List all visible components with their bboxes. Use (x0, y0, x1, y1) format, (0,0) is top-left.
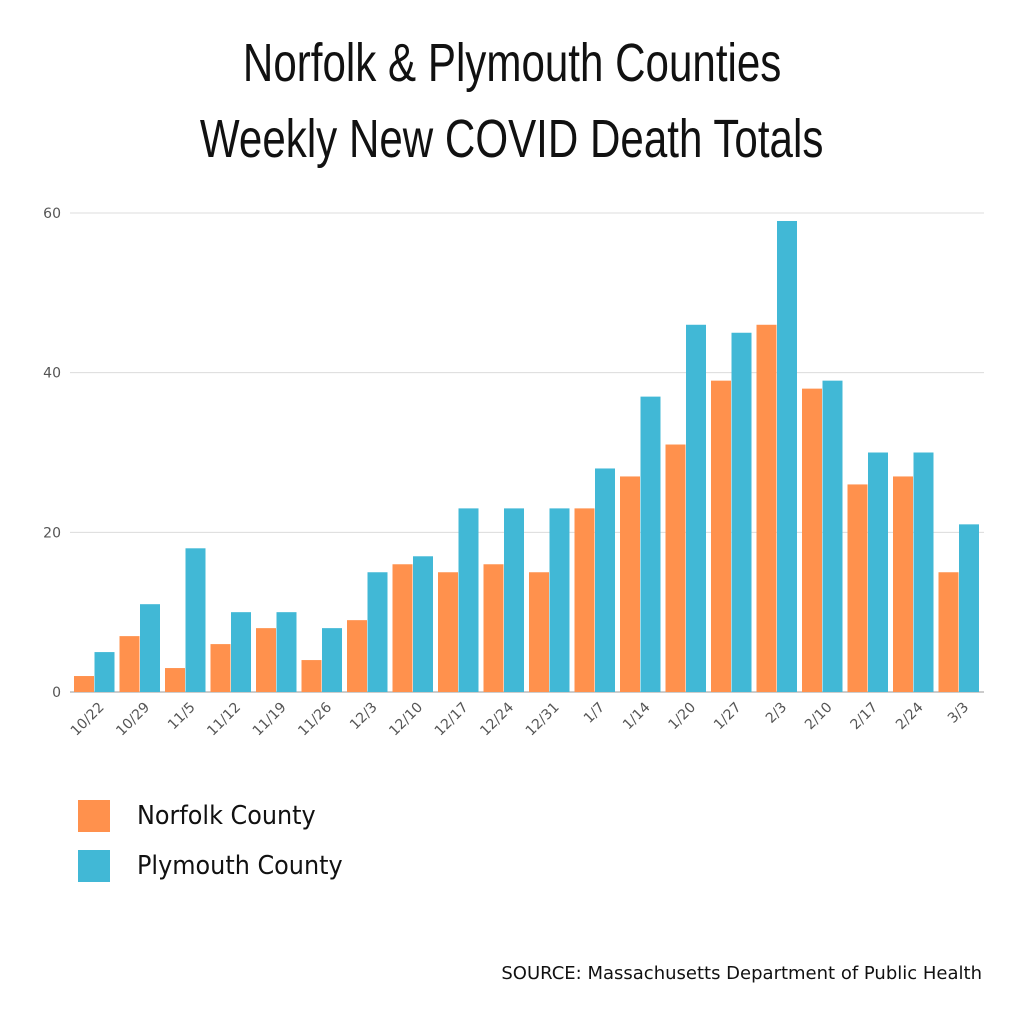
chart-title-line-1: Norfolk & Plymouth Counties (0, 32, 1024, 94)
y-tick-label: 20 (43, 525, 61, 541)
bar-norfolk-county (347, 620, 367, 692)
x-tick-label: 2/10 (802, 700, 836, 734)
bar-plymouth-county (731, 332, 752, 692)
x-tick-label: 2/3 (763, 700, 790, 727)
x-tick-label: 12/24 (477, 699, 517, 739)
bar-plymouth-county (140, 604, 160, 692)
bar-plymouth-county (504, 508, 524, 692)
x-tick-label: 10/22 (68, 700, 108, 740)
y-tick-label: 60 (43, 206, 61, 222)
bar-norfolk-county (483, 564, 504, 692)
x-tick-label: 11/5 (165, 700, 199, 734)
bar-plymouth-county (322, 628, 342, 692)
bar-plymouth-county (276, 612, 297, 692)
bar-norfolk-county (893, 476, 913, 692)
bar-plymouth-county (549, 508, 570, 692)
y-tick-label: 0 (52, 685, 61, 701)
x-tick-label: 12/31 (523, 700, 563, 740)
bar-norfolk-county (165, 668, 185, 692)
bar-plymouth-county (94, 652, 115, 692)
x-tick-label: 11/26 (295, 699, 335, 739)
bar-norfolk-county (756, 324, 777, 692)
legend-label-plymouth: Plymouth County (137, 851, 343, 881)
bar-plymouth-county (686, 324, 706, 692)
legend-label-norfolk: Norfolk County (137, 801, 316, 831)
source-note: SOURCE: Massachusetts Department of Publ… (501, 963, 982, 984)
bar-norfolk-county (256, 628, 276, 692)
legend-swatch-norfolk (78, 800, 110, 832)
bar-plymouth-county (868, 452, 888, 692)
x-tick-label: 12/3 (347, 700, 381, 734)
bar-plymouth-county (458, 508, 479, 692)
legend-item-plymouth: Plymouth County (78, 850, 361, 882)
bar-plymouth-county (367, 572, 388, 692)
bar-plymouth-county (777, 220, 797, 692)
bar-chart: 0 20 40 60 10/22 10/29 11/5 11/12 11/19 11/26 12/3… (43, 206, 984, 740)
bar-norfolk-county (802, 388, 822, 692)
bar-norfolk-county (301, 660, 322, 692)
x-tick-label: 1/27 (711, 700, 745, 734)
bar-norfolk-county (392, 564, 413, 692)
x-tick-label: 2/17 (848, 700, 882, 734)
bar-plymouth-county (959, 524, 979, 692)
bar-norfolk-county (711, 380, 731, 692)
bar-norfolk-county (938, 572, 959, 692)
bar-norfolk-county (620, 476, 640, 692)
x-tick-label: 2/24 (893, 699, 927, 733)
bar-norfolk-county (529, 572, 549, 692)
bar-plymouth-county (231, 612, 251, 692)
bar-norfolk-county (74, 676, 94, 692)
bar-norfolk-county (438, 572, 458, 692)
x-tick-label: 1/7 (581, 700, 608, 727)
bar-norfolk-county (665, 444, 686, 692)
x-tick-label: 1/20 (666, 700, 700, 734)
chart-title-line-2: Weekly New COVID Death Totals (0, 108, 1024, 170)
bar-plymouth-county (913, 452, 934, 692)
bar-norfolk-county (119, 636, 140, 692)
x-tick-label: 1/14 (620, 699, 654, 733)
y-tick-label: 40 (43, 366, 61, 382)
bar-norfolk-county (210, 644, 231, 692)
bar-plymouth-county (640, 396, 661, 692)
legend-swatch-plymouth (78, 850, 110, 882)
x-tick-label: 11/12 (204, 700, 244, 740)
bar-plymouth-county (413, 556, 433, 692)
x-tick-label: 12/10 (386, 700, 426, 740)
x-tick-label: 11/19 (250, 700, 290, 740)
bar-plymouth-county (595, 468, 615, 692)
title-text-1: Norfolk & Plymouth Counties (242, 33, 782, 93)
title-text-2: Weekly New COVID Death Totals (200, 109, 824, 169)
bar-norfolk-county (574, 508, 595, 692)
x-tick-label: 12/17 (432, 700, 472, 740)
x-tick-label: 10/29 (113, 700, 153, 740)
x-tick-label: 3/3 (945, 700, 972, 727)
bar-plymouth-county (185, 548, 206, 692)
legend-item-norfolk: Norfolk County (78, 800, 331, 832)
bar-norfolk-county (847, 484, 868, 692)
bar-plymouth-county (822, 380, 843, 692)
